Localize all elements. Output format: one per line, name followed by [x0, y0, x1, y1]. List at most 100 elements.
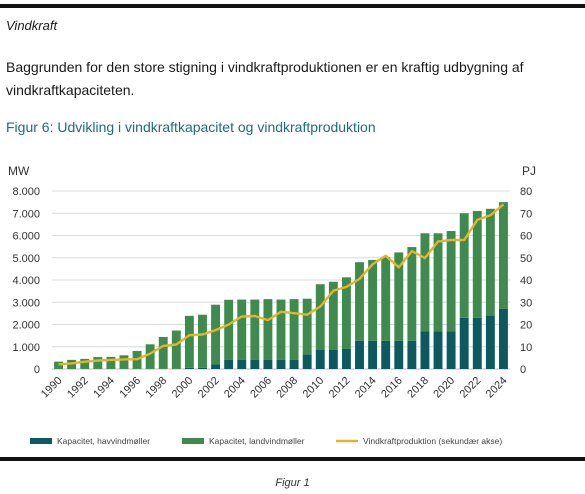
bar-offshore — [381, 340, 391, 369]
right-tick-label: 0 — [520, 364, 526, 376]
bar-onshore — [433, 233, 443, 332]
bar-onshore — [158, 336, 168, 369]
bar-offshore — [263, 359, 273, 369]
x-tick-label: 1996 — [117, 375, 143, 401]
bar-offshore — [420, 331, 430, 369]
left-tick-label: 5.000 — [12, 253, 40, 265]
bar-offshore — [276, 359, 286, 369]
x-tick-label: 2020 — [431, 375, 457, 401]
x-tick-label: 2024 — [484, 375, 510, 401]
bar-onshore — [93, 357, 103, 369]
x-tick-label: 2010 — [301, 375, 327, 401]
bar-onshore — [224, 299, 234, 360]
bar-onshore — [368, 259, 378, 341]
right-axis-ticks: 0 10 20 30 40 50 60 70 80 — [520, 186, 532, 376]
bar-onshore — [459, 213, 469, 318]
bar-onshore — [315, 284, 325, 350]
bar-offshore — [472, 317, 482, 369]
right-tick-label: 40 — [520, 275, 532, 287]
bar-onshore — [446, 231, 456, 332]
bar-onshore — [171, 330, 181, 369]
bar-onshore — [341, 277, 351, 349]
bar-onshore — [394, 252, 404, 341]
bar-onshore — [211, 304, 221, 365]
paragraph-line-1: Baggrunden for den store stigning i vind… — [6, 59, 524, 75]
bar-onshore — [289, 299, 299, 360]
left-axis-ticks: 0 1.000 2.000 3.000 4.000 5.000 6.000 7.000 8.00… — [12, 186, 40, 376]
bar-onshore — [184, 315, 194, 368]
bar-offshore — [499, 308, 508, 369]
bar-offshore — [433, 331, 443, 369]
bar-onshore — [472, 211, 482, 318]
left-axis-label: MW — [8, 164, 30, 178]
bar-offshore — [250, 359, 260, 369]
wind-chart: 0 1.000 2.000 3.000 4.000 5.000 6.000 7.000 8.00… — [8, 164, 536, 446]
bar-onshore — [381, 256, 391, 341]
bar-onshore — [119, 355, 129, 369]
production-line — [58, 203, 505, 366]
left-tick-label: 6.000 — [12, 231, 40, 243]
bar-offshore — [328, 349, 338, 369]
bar-onshore — [420, 233, 430, 332]
paragraph-line-2: vindkraftkapaciteten. — [6, 82, 135, 98]
right-tick-label: 30 — [520, 297, 532, 309]
bar-offshore — [341, 348, 351, 369]
legend: Kapacitet, havvindmøller Kapacitet, landv… — [30, 436, 502, 446]
legend-label: Kapacitet, landvindmøller — [209, 436, 305, 446]
legend-label: Kapacitet, havvindmøller — [57, 436, 150, 446]
left-tick-label: 8.000 — [12, 186, 40, 198]
x-tick-label: 1992 — [65, 375, 91, 401]
x-tick-label: 2018 — [405, 375, 431, 401]
body-paragraph: Baggrunden for den store stigning i vind… — [6, 56, 585, 102]
right-tick-label: 50 — [520, 253, 532, 265]
section-title: Vindkraft — [6, 18, 58, 33]
x-axis-ticks: 1990 1992 1994 1996 1998 2000 2002 2004 2006 2008… — [39, 375, 510, 401]
bar-onshore — [237, 299, 247, 360]
left-tick-label: 0 — [34, 364, 40, 376]
x-tick-label: 2002 — [196, 375, 222, 401]
x-tick-label: 2016 — [379, 375, 405, 401]
figure-title: Figur 6: Udvikling i vindkraftkapacitet … — [6, 119, 376, 135]
bar-onshore — [250, 299, 260, 360]
x-tick-label: 1998 — [144, 375, 170, 401]
bar-offshore — [302, 354, 312, 369]
right-tick-label: 20 — [520, 320, 532, 332]
legend-swatch — [30, 438, 52, 444]
bar-offshore — [198, 367, 207, 369]
bar-onshore — [80, 358, 90, 369]
bar-offshore — [459, 317, 469, 369]
x-tick-label: 1994 — [91, 375, 117, 401]
bar-onshore — [499, 202, 508, 309]
bar-onshore — [198, 314, 207, 368]
bar-offshore — [407, 340, 417, 369]
x-tick-label: 2014 — [353, 375, 379, 401]
x-tick-label: 2012 — [327, 375, 353, 401]
bar-offshore — [368, 340, 378, 369]
bar-onshore — [328, 281, 338, 350]
x-tick-label: 2008 — [274, 375, 300, 401]
bar-onshore — [54, 361, 63, 369]
left-tick-label: 4.000 — [12, 275, 40, 287]
bar-onshore — [485, 208, 495, 316]
x-tick-label: 2006 — [248, 375, 274, 401]
right-tick-label: 70 — [520, 208, 532, 220]
bar-offshore — [355, 340, 364, 369]
figure-caption: Figur 1 — [275, 477, 310, 489]
bar-offshore — [485, 315, 495, 369]
left-tick-label: 2.000 — [12, 320, 40, 332]
bar-offshore — [289, 359, 299, 369]
bar-offshore — [237, 359, 247, 369]
bar-offshore — [315, 349, 325, 369]
right-tick-label: 60 — [520, 231, 532, 243]
bar-offshore — [184, 367, 194, 369]
right-axis-label: PJ — [522, 164, 536, 178]
bar-offshore — [394, 340, 404, 369]
bar-onshore — [263, 299, 273, 360]
left-tick-label: 7.000 — [12, 208, 40, 220]
bar-onshore — [276, 299, 286, 360]
bar-onshore — [355, 262, 364, 341]
bar-onshore — [145, 344, 155, 369]
legend-swatch — [182, 438, 204, 444]
x-tick-label: 2000 — [170, 375, 196, 401]
bars — [54, 202, 508, 369]
